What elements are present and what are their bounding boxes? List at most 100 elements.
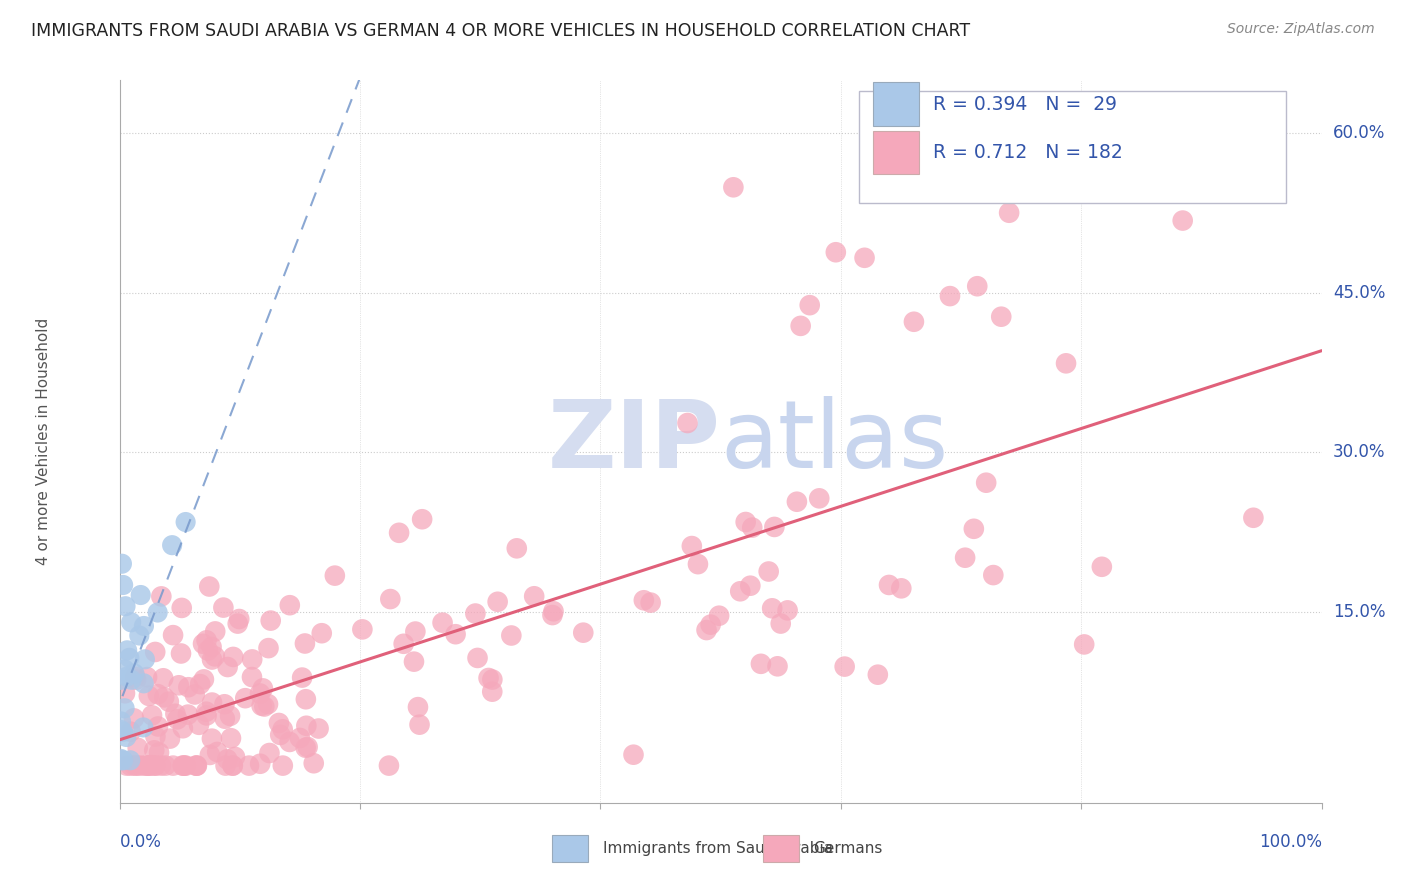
Point — [114, 701, 136, 715]
Point — [939, 289, 962, 303]
Point — [408, 717, 430, 731]
Point — [118, 650, 141, 665]
Point — [963, 522, 986, 536]
Point — [699, 617, 721, 632]
Point — [120, 758, 142, 772]
Point — [114, 662, 136, 676]
Point — [145, 730, 167, 744]
Point — [198, 747, 221, 762]
Point — [481, 684, 503, 698]
Text: 100.0%: 100.0% — [1258, 833, 1322, 851]
Point — [184, 688, 207, 702]
Point — [224, 750, 246, 764]
Point — [1171, 213, 1194, 227]
Text: 45.0%: 45.0% — [1333, 284, 1385, 301]
Point — [110, 753, 132, 767]
Point — [240, 670, 263, 684]
Point — [890, 582, 912, 596]
Point — [212, 600, 235, 615]
Point — [766, 659, 789, 673]
Point — [776, 603, 799, 617]
Point — [115, 758, 138, 772]
Point — [252, 681, 274, 696]
Point — [173, 758, 195, 772]
Point — [834, 659, 856, 673]
Point — [249, 686, 271, 700]
Point — [380, 592, 402, 607]
Point — [291, 671, 314, 685]
Point — [121, 673, 143, 687]
Point — [160, 538, 183, 552]
Point — [124, 666, 146, 681]
Point — [198, 580, 221, 594]
Point — [143, 758, 166, 772]
Point — [543, 604, 565, 618]
Point — [257, 641, 280, 656]
Point — [501, 628, 523, 642]
Point — [640, 596, 662, 610]
Point — [250, 698, 273, 713]
Point — [294, 636, 316, 650]
Point — [143, 645, 166, 659]
Point — [990, 310, 1012, 324]
Point — [758, 565, 780, 579]
Point — [200, 640, 222, 654]
Text: 60.0%: 60.0% — [1333, 124, 1385, 143]
Text: R = 0.394   N =  29: R = 0.394 N = 29 — [934, 95, 1118, 113]
Point — [146, 687, 169, 701]
Point — [240, 652, 263, 666]
Point — [741, 521, 763, 535]
Point — [740, 579, 762, 593]
Point — [676, 416, 699, 430]
Point — [228, 612, 250, 626]
Point — [184, 758, 207, 772]
Point — [217, 660, 239, 674]
Point — [214, 712, 236, 726]
Point — [633, 593, 655, 607]
Point — [186, 758, 208, 772]
Point — [201, 652, 224, 666]
Point — [221, 758, 243, 772]
Point — [297, 739, 319, 754]
Point — [165, 706, 187, 721]
Point — [204, 649, 226, 664]
Point — [155, 758, 177, 772]
Point — [122, 711, 145, 725]
Point — [323, 568, 346, 582]
FancyBboxPatch shape — [762, 835, 799, 862]
Point — [170, 647, 193, 661]
Point — [188, 718, 211, 732]
Point — [201, 731, 224, 746]
Point — [789, 318, 811, 333]
Point — [174, 515, 197, 529]
Point — [464, 607, 486, 621]
Point — [159, 731, 181, 746]
Point — [853, 251, 876, 265]
Point — [111, 724, 134, 739]
Point — [696, 623, 718, 637]
Point — [146, 719, 169, 733]
Point — [110, 723, 132, 737]
Point — [167, 678, 190, 692]
Point — [143, 758, 166, 772]
Point — [233, 691, 256, 706]
Point — [444, 627, 467, 641]
Point — [120, 615, 142, 630]
Point — [132, 676, 155, 690]
Point — [141, 708, 163, 723]
Point — [170, 601, 193, 615]
Point — [866, 667, 889, 681]
Point — [191, 637, 214, 651]
Point — [139, 758, 162, 772]
Text: R = 0.712   N = 182: R = 0.712 N = 182 — [934, 143, 1123, 162]
Point — [125, 758, 148, 772]
Point — [110, 673, 132, 687]
Point — [249, 756, 271, 771]
Point — [271, 758, 294, 772]
Point — [541, 608, 564, 623]
Point — [288, 731, 311, 745]
Point — [115, 643, 138, 657]
Point — [271, 723, 294, 737]
Point — [214, 698, 236, 712]
Point — [226, 616, 249, 631]
